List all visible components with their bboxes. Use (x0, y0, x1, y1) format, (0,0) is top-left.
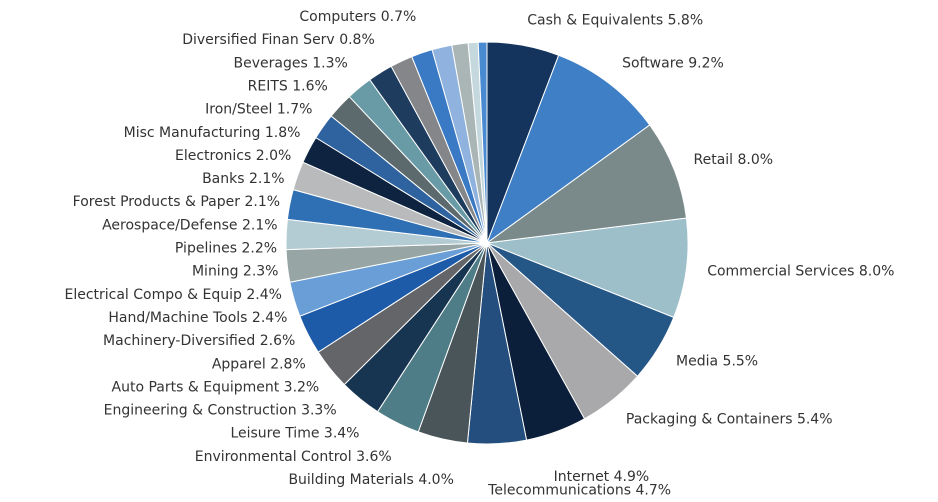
value-label: 2.1% (244, 194, 280, 210)
category-name: Banks (202, 171, 244, 187)
value-label: 2.1% (249, 171, 285, 187)
value-label: 9.2% (688, 56, 724, 72)
slice-label: Computers 0.7% (299, 9, 416, 25)
value-label: 3.3% (301, 403, 337, 419)
value-label: 0.8% (339, 32, 375, 48)
slice-label: Iron/Steel 1.7% (205, 102, 312, 118)
value-label: 2.3% (243, 264, 279, 280)
value-label: 2.8% (270, 356, 306, 372)
slice-label: Beverages 1.3% (234, 55, 348, 71)
category-name: Engineering & Construction (104, 403, 297, 419)
category-name: Electronics (175, 148, 251, 164)
category-name: Commercial Services (707, 264, 854, 280)
value-label: 3.6% (356, 449, 392, 465)
slice-label: REITS 1.6% (248, 78, 328, 94)
slice-label: Hand/Machine Tools 2.4% (108, 310, 287, 326)
category-name: Pipelines (175, 241, 237, 257)
slice-label: Diversified Finan Serv 0.8% (182, 32, 375, 48)
slice-label: Electrical Compo & Equip 2.4% (64, 287, 281, 303)
pie-slice (486, 217, 689, 319)
slice-label: Building Materials 4.0% (288, 472, 453, 488)
slice-label: Banks 2.1% (202, 171, 285, 187)
slice-label: Environmental Control 3.6% (195, 449, 392, 465)
value-label: 1.8% (265, 125, 301, 141)
value-label: 8.0% (738, 152, 774, 168)
category-name: Environmental Control (195, 449, 352, 465)
value-label: 8.0% (859, 264, 895, 280)
category-name: Electrical Compo & Equip (64, 287, 242, 303)
slice-label: Engineering & Construction 3.3% (104, 403, 337, 419)
value-label: 4.7% (635, 483, 671, 499)
slice-label: Machinery-Diversified 2.6% (103, 333, 295, 349)
category-name: Iron/Steel (205, 102, 272, 118)
category-name: Retail (694, 152, 734, 168)
value-label: 1.7% (277, 102, 313, 118)
category-name: Beverages (234, 55, 308, 71)
category-name: Machinery-Diversified (103, 333, 255, 349)
category-name: Apparel (212, 356, 266, 372)
slice-label: Pipelines 2.2% (175, 241, 277, 257)
value-label: 3.2% (284, 379, 320, 395)
category-name: Telecommunications (487, 483, 631, 499)
slice-label: Misc Manufacturing 1.8% (124, 125, 301, 141)
slice-label: Retail 8.0% (694, 152, 774, 168)
category-name: Packaging & Containers (626, 411, 793, 427)
value-label: 2.6% (260, 333, 296, 349)
category-name: Mining (192, 264, 239, 280)
category-name: Media (676, 353, 718, 369)
value-label: 2.2% (241, 241, 277, 257)
slice-label: Packaging & Containers 5.4% (626, 411, 833, 427)
slice-label: Telecommunications 4.7% (487, 483, 671, 499)
pie-slice (485, 54, 651, 245)
category-name: Diversified Finan Serv (182, 32, 335, 48)
category-name: REITS (248, 78, 288, 94)
category-name: Misc Manufacturing (124, 125, 261, 141)
pie-slice (477, 41, 488, 244)
category-name: Building Materials (288, 472, 413, 488)
category-name: Hand/Machine Tools (108, 310, 247, 326)
slice-label: Aerospace/Defense 2.1% (102, 217, 278, 233)
value-label: 3.4% (324, 426, 360, 442)
value-label: 2.1% (242, 217, 278, 233)
value-label: 2.0% (256, 148, 292, 164)
value-label: 1.6% (292, 78, 328, 94)
slice-label: Electronics 2.0% (175, 148, 291, 164)
value-label: 5.8% (668, 13, 704, 29)
value-label: 2.4% (246, 287, 282, 303)
category-name: Forest Products & Paper (73, 194, 241, 210)
slice-label: Media 5.5% (676, 353, 758, 369)
category-name: Computers (299, 9, 376, 25)
slice-label: Auto Parts & Equipment 3.2% (112, 379, 320, 395)
category-name: Auto Parts & Equipment (112, 379, 280, 395)
value-label: 5.4% (797, 411, 833, 427)
value-label: 0.7% (381, 9, 417, 25)
slice-label: Commercial Services 8.0% (707, 264, 894, 280)
category-name: Cash & Equivalents (527, 13, 663, 29)
category-name: Leisure Time (230, 426, 319, 442)
category-name: Internet (554, 469, 610, 485)
slice-label: Apparel 2.8% (212, 356, 306, 372)
value-label: 4.0% (418, 472, 454, 488)
value-label: 1.3% (312, 55, 348, 71)
slice-label: Software 9.2% (622, 56, 724, 72)
slice-label: Cash & Equivalents 5.8% (527, 13, 703, 29)
slice-label: Forest Products & Paper 2.1% (73, 194, 280, 210)
slice-label: Leisure Time 3.4% (230, 426, 359, 442)
category-name: Aerospace/Defense (102, 217, 237, 233)
value-label: 2.4% (252, 310, 288, 326)
value-label: 4.9% (614, 469, 650, 485)
value-label: 5.5% (723, 353, 759, 369)
slice-label: Internet 4.9% (554, 469, 650, 485)
slice-label: Mining 2.3% (192, 264, 279, 280)
pie-slice (486, 124, 688, 244)
category-name: Software (622, 56, 684, 72)
